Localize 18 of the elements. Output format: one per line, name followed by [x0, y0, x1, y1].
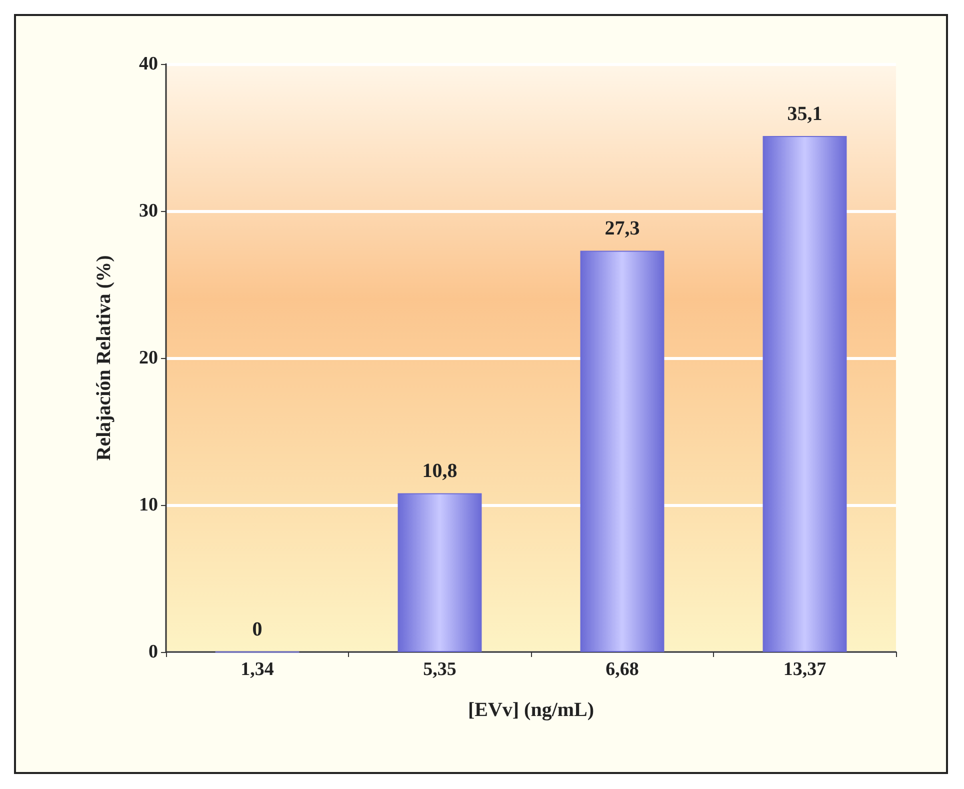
data-label: 0: [252, 618, 262, 640]
x-tick-label: 5,35: [423, 659, 456, 680]
x-axis-title: [EVv] (ng/mL): [468, 699, 594, 721]
y-tick-label: 0: [148, 642, 158, 662]
y-tick-label: 10: [139, 494, 158, 516]
x-tick-label: 13,37: [783, 659, 827, 680]
y-axis-title: Relajación Relativa (%): [93, 255, 115, 461]
x-tick-label: 1,34: [240, 659, 274, 680]
y-tick-label: 30: [139, 200, 158, 222]
x-tick-label: 6,68: [606, 659, 639, 680]
data-label: 27,3: [604, 218, 640, 240]
y-tick-label: 20: [139, 348, 158, 368]
bar: [580, 250, 664, 652]
data-label: 10,8: [422, 460, 458, 482]
bar: [762, 136, 847, 652]
bar: [398, 493, 482, 652]
y-tick-label: 40: [139, 54, 158, 74]
data-label: 35,1: [787, 103, 822, 126]
